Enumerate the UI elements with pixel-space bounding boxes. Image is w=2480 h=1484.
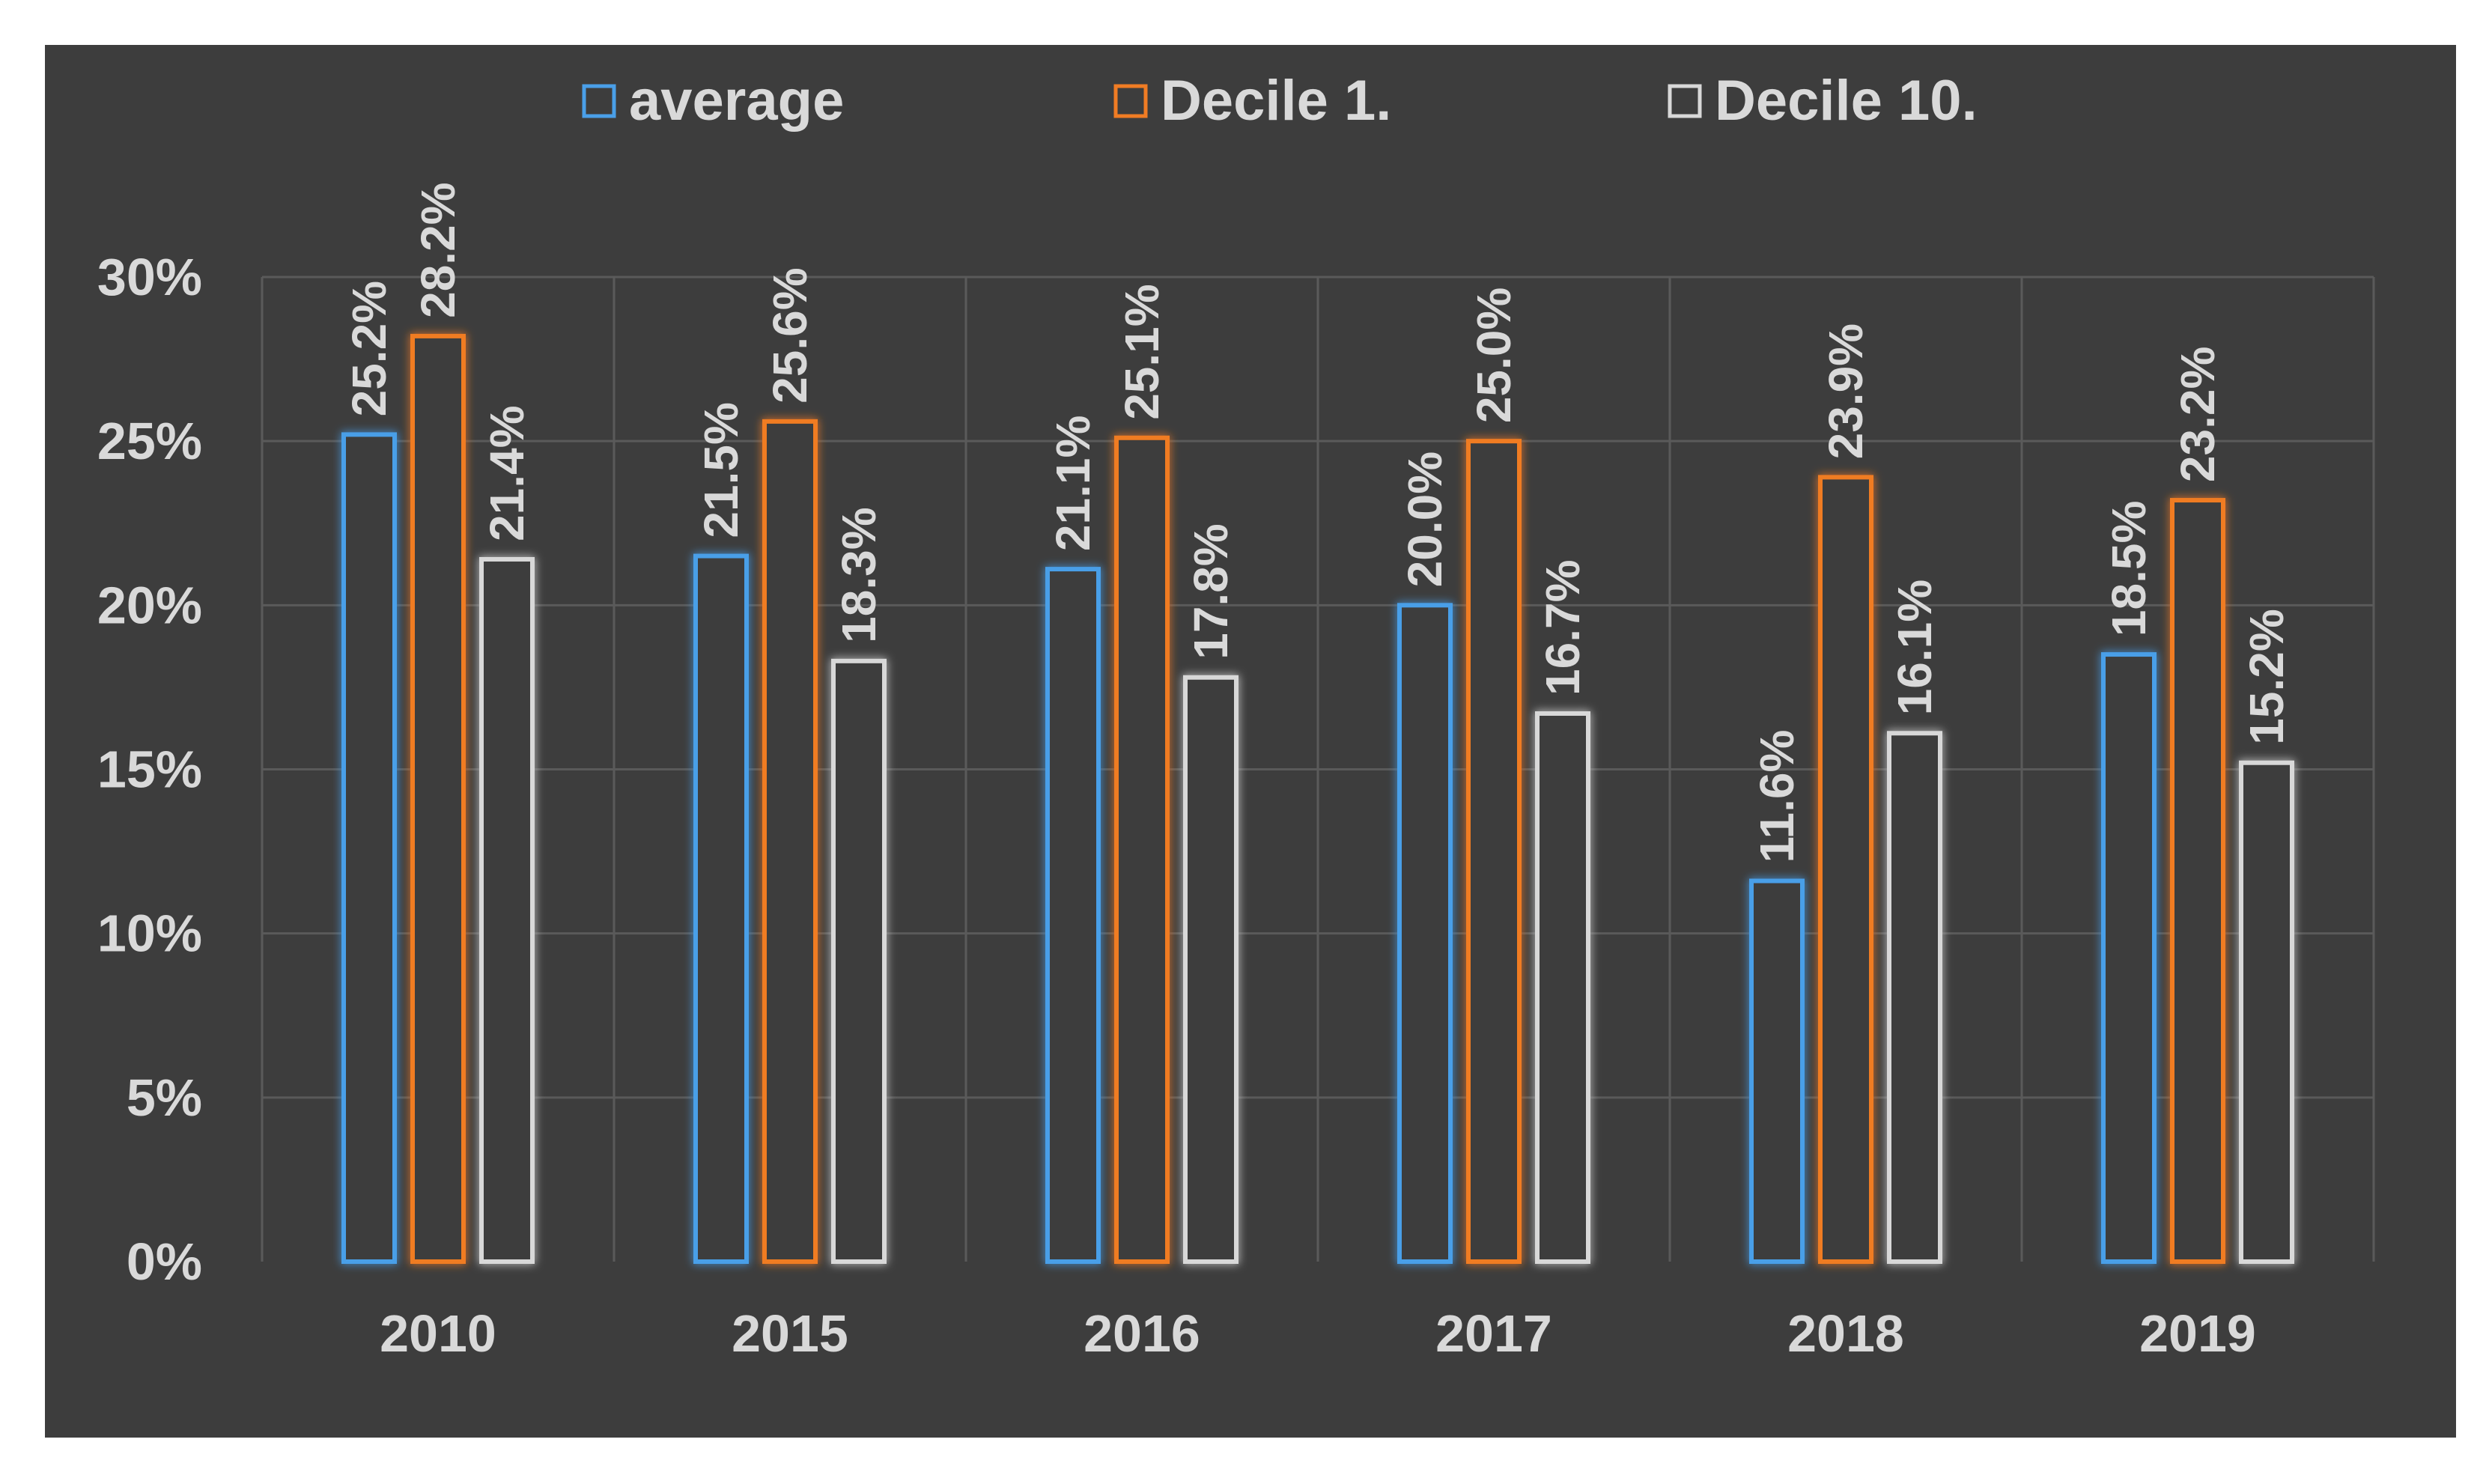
data-label: 20.0%: [1398, 451, 1452, 587]
y-tick-label: 5%: [127, 1068, 202, 1127]
bar-decile-10-2019: [2239, 760, 2294, 1264]
bar-decile-10-2015: [831, 658, 887, 1264]
x-tick-label: 2018: [1787, 1304, 1904, 1363]
data-label: 23.9%: [1819, 323, 1873, 459]
data-label: 11.6%: [1750, 730, 1804, 863]
data-label: 17.8%: [1184, 523, 1238, 659]
data-label: 21.1%: [1046, 416, 1100, 551]
legend-label: Decile 1.: [1161, 69, 1391, 133]
y-tick-label: 25%: [97, 412, 202, 470]
bar-decile-1-2019: [2170, 498, 2225, 1264]
x-tick-label: 2017: [1435, 1304, 1552, 1363]
legend-label: Decile 10.: [1715, 69, 1978, 133]
bar-decile-10-2010: [479, 556, 535, 1264]
legend-swatch: [1668, 84, 1702, 118]
bar-average-2010: [341, 432, 397, 1264]
data-label: 18.5%: [2102, 501, 2156, 636]
bar-decile-1-2010: [410, 333, 466, 1264]
data-label: 25.0%: [1467, 288, 1521, 423]
y-tick-label: 15%: [97, 741, 202, 799]
data-label: 21.5%: [694, 402, 748, 538]
y-axis: 0% 5% 10% 15% 20% 25% 30%: [97, 248, 202, 1291]
y-tick-label: 0%: [127, 1232, 202, 1291]
x-axis: 2010 2015 2016 2017 2018 2019: [380, 1304, 2256, 1363]
bar-chart: 0% 5% 10% 15% 20% 25% 30% 25.2% 28.2% 21.4% 21.5%…: [97, 69, 2375, 1363]
y-tick-label: 30%: [97, 248, 202, 306]
data-label: 25.2%: [342, 281, 396, 416]
x-tick-label: 2016: [1084, 1304, 1200, 1363]
legend-label: average: [629, 69, 844, 133]
data-label: 25.6%: [763, 267, 817, 403]
data-labels: 25.2% 28.2% 21.4% 21.5% 25.6% 18.3% 21.1% 25.1%…: [342, 182, 2294, 863]
bars: [341, 333, 2294, 1265]
bar-decile-10-2018: [1887, 731, 1942, 1264]
bar-decile-1-2016: [1114, 435, 1170, 1264]
y-tick-label: 20%: [97, 576, 202, 634]
data-label: 25.1%: [1115, 284, 1169, 419]
data-label: 28.2%: [411, 182, 465, 317]
bar-average-2019: [2101, 652, 2157, 1264]
bar-average-2018: [1749, 878, 1805, 1264]
legend-swatch: [1113, 84, 1148, 118]
x-tick-label: 2019: [2139, 1304, 2256, 1363]
bar-decile-1-2018: [1818, 475, 1873, 1265]
data-label: 15.2%: [2240, 609, 2294, 744]
legend-swatch: [582, 84, 616, 118]
bar-decile-1-2017: [1466, 439, 1522, 1265]
x-tick-label: 2015: [732, 1304, 848, 1363]
bar-decile-1-2015: [762, 419, 818, 1264]
data-label: 21.4%: [480, 405, 534, 541]
gridlines: [261, 276, 2375, 1262]
data-label: 16.1%: [1888, 580, 1942, 715]
x-tick-label: 2010: [380, 1304, 496, 1363]
data-label: 16.7%: [1536, 560, 1590, 696]
bar-average-2016: [1045, 567, 1101, 1264]
bar-average-2015: [693, 553, 749, 1264]
bar-decile-10-2016: [1183, 675, 1239, 1264]
legend: average Decile 1. Decile 10.: [582, 69, 1978, 133]
chart-area: 0% 5% 10% 15% 20% 25% 30% 25.2% 28.2% 21.4% 21.5%…: [45, 45, 2456, 1438]
bar-decile-10-2017: [1535, 711, 1590, 1264]
bar-average-2017: [1397, 603, 1453, 1264]
y-tick-label: 10%: [97, 904, 202, 963]
data-label: 23.2%: [2171, 347, 2225, 482]
data-label: 18.3%: [832, 507, 886, 642]
